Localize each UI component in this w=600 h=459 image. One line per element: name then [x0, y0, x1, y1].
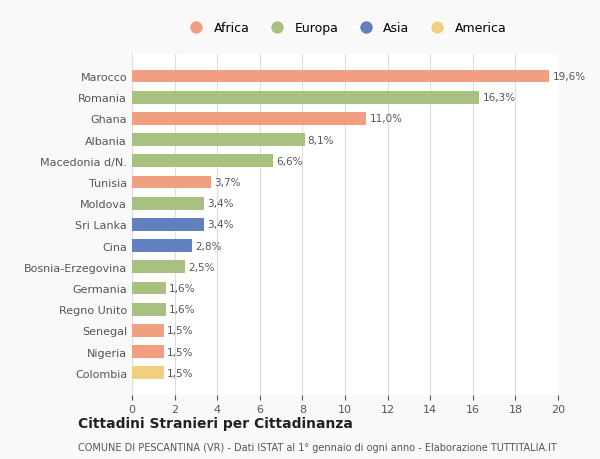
Text: 1,5%: 1,5% — [167, 347, 194, 357]
Bar — [132, 113, 366, 125]
Text: 11,0%: 11,0% — [370, 114, 403, 124]
Text: 3,7%: 3,7% — [214, 178, 241, 188]
Bar — [132, 346, 164, 358]
Text: 2,8%: 2,8% — [195, 241, 221, 251]
Text: COMUNE DI PESCANTINA (VR) - Dati ISTAT al 1° gennaio di ogni anno - Elaborazione: COMUNE DI PESCANTINA (VR) - Dati ISTAT a… — [78, 442, 557, 452]
Bar — [132, 325, 164, 337]
Bar — [132, 155, 272, 168]
Bar — [132, 282, 166, 295]
Text: 8,1%: 8,1% — [308, 135, 334, 146]
Text: Cittadini Stranieri per Cittadinanza: Cittadini Stranieri per Cittadinanza — [78, 416, 353, 430]
Bar — [132, 71, 550, 83]
Bar — [132, 92, 479, 104]
Bar — [132, 218, 205, 231]
Text: 3,4%: 3,4% — [208, 199, 234, 209]
Text: 1,6%: 1,6% — [169, 283, 196, 293]
Legend: Africa, Europa, Asia, America: Africa, Europa, Asia, America — [179, 17, 511, 40]
Text: 19,6%: 19,6% — [553, 72, 586, 82]
Text: 1,6%: 1,6% — [169, 304, 196, 314]
Bar — [132, 367, 164, 379]
Bar — [132, 303, 166, 316]
Text: 1,5%: 1,5% — [167, 368, 194, 378]
Text: 6,6%: 6,6% — [276, 157, 302, 167]
Bar — [132, 134, 305, 147]
Bar — [132, 197, 205, 210]
Bar — [132, 240, 191, 252]
Text: 3,4%: 3,4% — [208, 220, 234, 230]
Bar — [132, 176, 211, 189]
Text: 16,3%: 16,3% — [482, 93, 515, 103]
Text: 1,5%: 1,5% — [167, 326, 194, 336]
Text: 2,5%: 2,5% — [188, 262, 215, 272]
Bar — [132, 261, 185, 274]
